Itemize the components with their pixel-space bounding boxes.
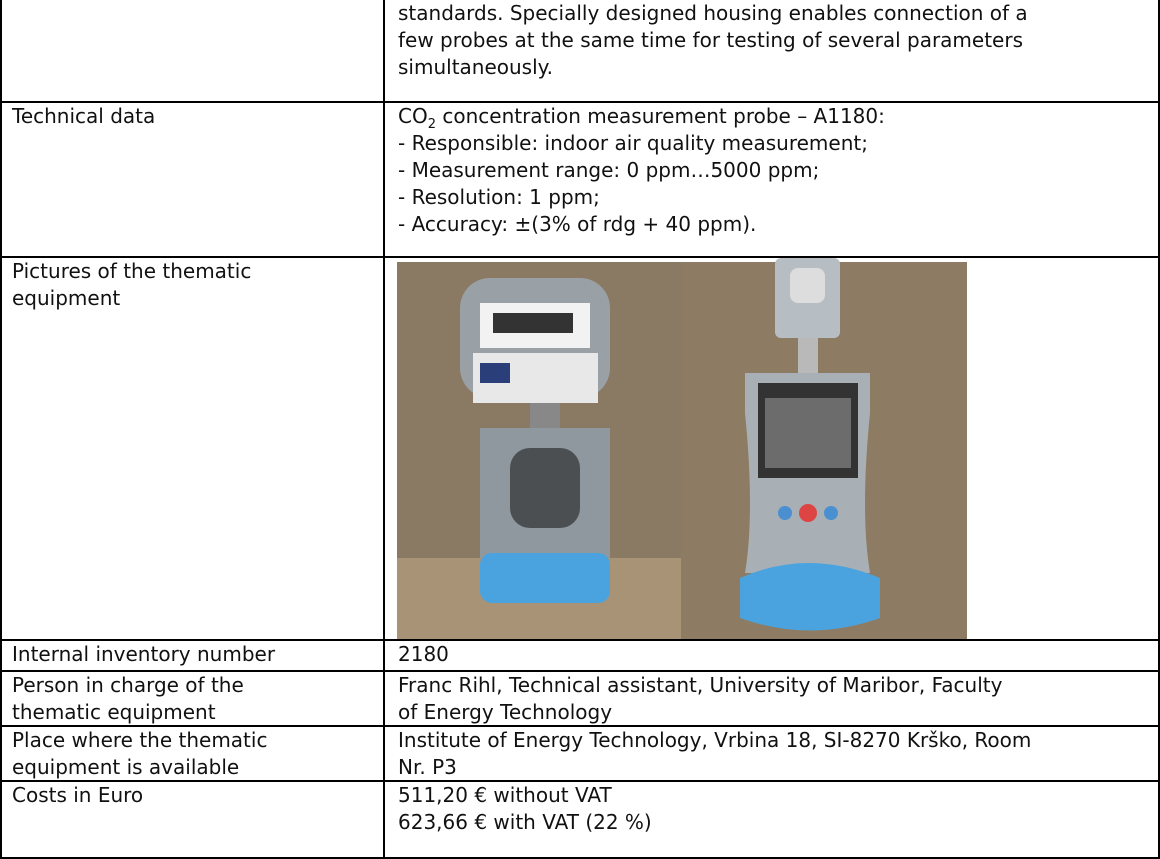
- text-line: simultaneously.: [398, 55, 553, 79]
- text-line: - Responsible: indoor air quality measur…: [398, 131, 868, 155]
- value-cell: [383, 258, 1160, 641]
- value-cell: standards. Specially designed housing en…: [383, 0, 1160, 103]
- text-line: CO2 concentration measurement probe – A1…: [398, 103, 1158, 132]
- text-line: Pictures of the thematic: [12, 259, 252, 283]
- label-cell: Costs in Euro: [0, 782, 384, 859]
- text-line: 2180: [398, 642, 449, 666]
- label-cell: Pictures of the thematic equipment: [0, 258, 384, 641]
- text-line: few probes at the same time for testing …: [398, 28, 1023, 52]
- text-line: Internal inventory number: [12, 642, 276, 666]
- text-line: Costs in Euro: [12, 783, 144, 807]
- text-line: - Resolution: 1 ppm;: [398, 185, 600, 209]
- text-line: Institute of Energy Technology, Vrbina 1…: [398, 728, 1032, 752]
- text-line: Franc Rihl, Technical assistant, Univers…: [398, 673, 1003, 697]
- value-cell: Franc Rihl, Technical assistant, Univers…: [383, 672, 1160, 727]
- text-line: thematic equipment: [12, 700, 216, 724]
- text-line: of Energy Technology: [398, 700, 613, 724]
- subscript: 2: [427, 117, 436, 132]
- equipment-photos: [397, 258, 967, 639]
- label-cell: [0, 0, 384, 103]
- text-line: equipment is available: [12, 755, 240, 779]
- text-line: standards. Specially designed housing en…: [398, 1, 1028, 25]
- label-cell: Place where the thematic equipment is ava…: [0, 727, 384, 782]
- value-cell: CO2 concentration measurement probe – A1…: [383, 103, 1160, 258]
- label-cell: Technical data: [0, 103, 384, 258]
- value-cell: Institute of Energy Technology, Vrbina 1…: [383, 727, 1160, 782]
- text-line: Person in charge of the: [12, 673, 244, 697]
- text-line: - Measurement range: 0 ppm…5000 ppm;: [398, 158, 820, 182]
- photo-meter: [681, 258, 967, 639]
- text-line: - Accuracy: ±(3% of rdg + 40 ppm).: [398, 212, 757, 236]
- value-cell: 2180: [383, 641, 1160, 672]
- label-cell: Internal inventory number: [0, 641, 384, 672]
- text-line: 511,20 € without VAT: [398, 783, 612, 807]
- text-line: 623,66 € with VAT (22 %): [398, 810, 652, 834]
- text: concentration measurement probe – A1180:: [436, 104, 885, 128]
- text-line: equipment: [12, 286, 121, 310]
- text: CO: [398, 104, 428, 128]
- label-cell: Person in charge of the thematic equipmen…: [0, 672, 384, 727]
- text-line: Nr. P3: [398, 755, 457, 779]
- text-line: Place where the thematic: [12, 728, 268, 752]
- photo-probe: [397, 262, 681, 639]
- value-cell: 511,20 € without VAT 623,66 € with VAT (2…: [383, 782, 1160, 859]
- text-line: Technical data: [12, 104, 156, 128]
